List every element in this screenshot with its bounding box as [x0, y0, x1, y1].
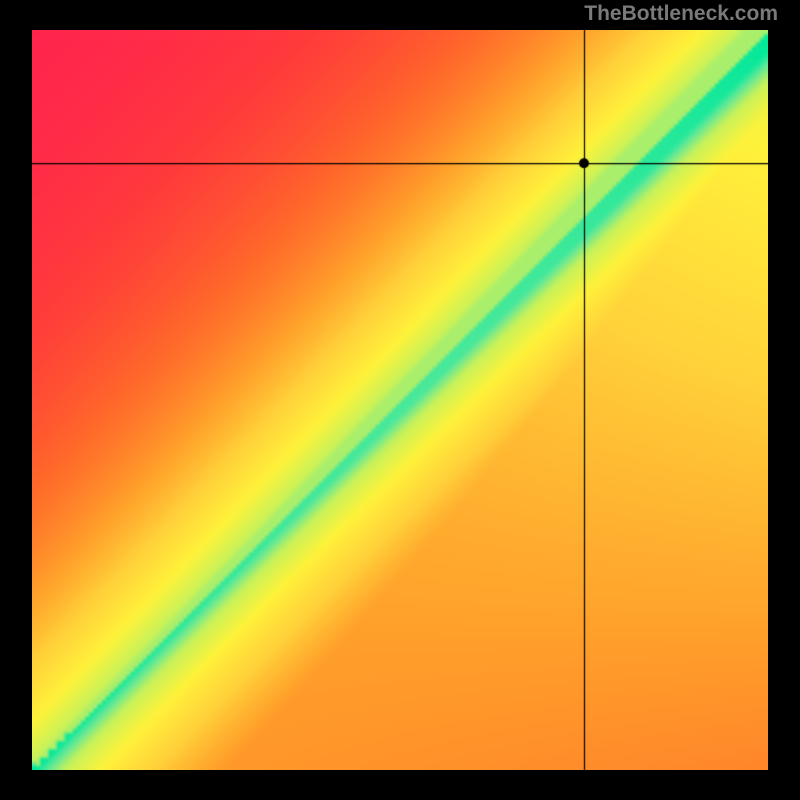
chart-container: { "canvas": { "width": 800, "height": 80… [0, 0, 800, 800]
bottleneck-heatmap [32, 30, 768, 770]
watermark-text: TheBottleneck.com [584, 2, 778, 26]
